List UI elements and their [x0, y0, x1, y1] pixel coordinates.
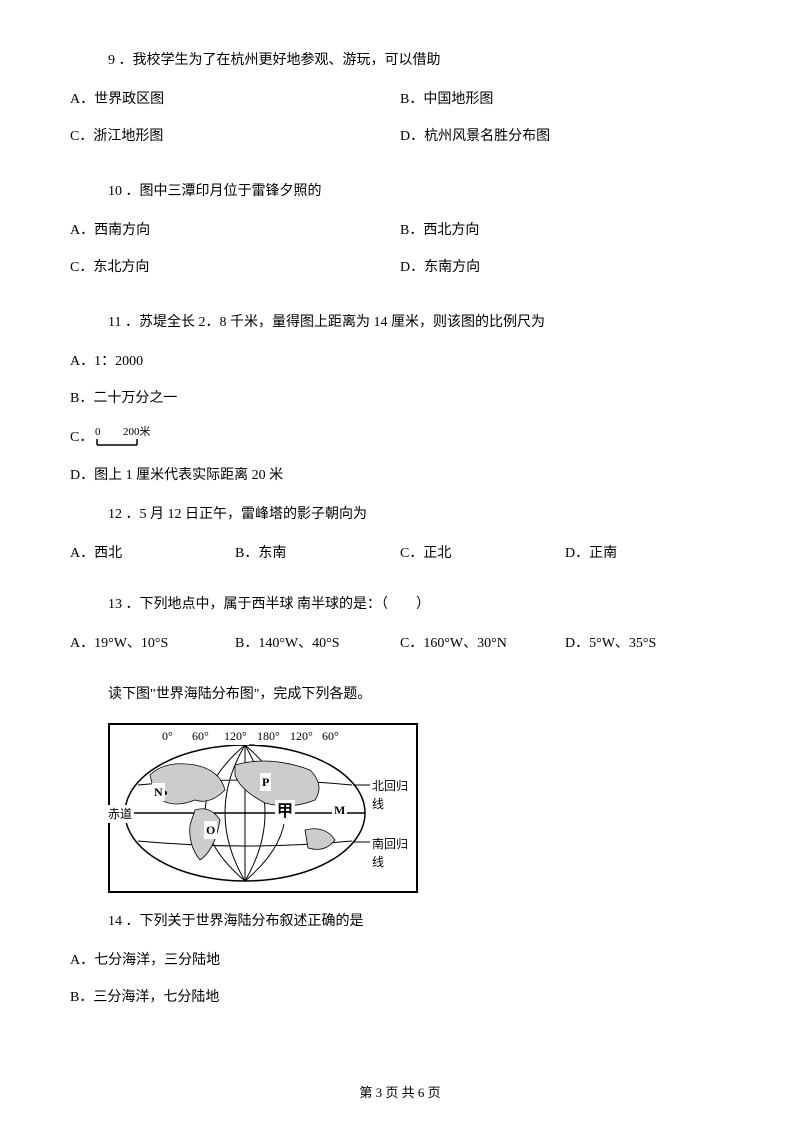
q13-opt-b: B．140°W、40°S [235, 633, 400, 654]
q11-opt-b: B．二十万分之一 [70, 388, 730, 409]
q14-opt-a: A．七分海洋，三分陆地 [70, 950, 730, 971]
q10-options: A．西南方向 B．西北方向 C．东北方向 D．东南方向 [70, 220, 730, 294]
question-9: 9 ．我校学生为了在杭州更好地参观、游玩，可以借助 [70, 50, 730, 71]
q9-opt-a: A．世界政区图 [70, 89, 400, 110]
q12-opt-b: B．东南 [235, 543, 400, 564]
question-11: 11 ．苏堤全长 2．8 千米，量得图上距离为 14 厘米，则该图的比例尺为 [70, 312, 730, 333]
question-10: 10 ．图中三潭印月位于雷锋夕照的 [70, 181, 730, 202]
q9-options: A．世界政区图 B．中国地形图 C．浙江地形图 D．杭州风景名胜分布图 [70, 89, 730, 163]
tick-4: 120° [288, 727, 315, 745]
tick-5: 60° [320, 727, 341, 745]
q14-text: 14 ．下列关于世界海陆分布叙述正确的是 [108, 914, 364, 929]
scale-0: 0 [95, 426, 101, 438]
q12-opt-d: D．正南 [565, 543, 730, 564]
q11-options: A．1：2000 B．二十万分之一 C． 0 200米 D．图上 1 厘米代表实… [70, 351, 730, 486]
q9-opt-b: B．中国地形图 [400, 89, 730, 110]
label-N: N [152, 783, 165, 801]
q11-opt-a: A．1：2000 [70, 351, 730, 372]
label-M: M [332, 801, 347, 819]
q14-options: A．七分海洋，三分陆地 B．三分海洋，七分陆地 [70, 950, 730, 1008]
q9-opt-c: C．浙江地形图 [70, 126, 400, 147]
q9-text: 9 ．我校学生为了在杭州更好地参观、游玩，可以借助 [108, 53, 441, 68]
q13-options: A．19°W、10°S B．140°W、40°S C．160°W、30°N D．… [70, 633, 730, 666]
page-footer: 第 3 页 共 6 页 [0, 1083, 800, 1103]
label-jia: 甲 [275, 800, 295, 824]
q13-opt-c: C．160°W、30°N [400, 633, 565, 654]
q14-opt-b: B．三分海洋，七分陆地 [70, 987, 730, 1008]
tick-0: 0° [160, 727, 175, 745]
south-tropic-label: 南回归线 [370, 835, 416, 871]
footer-text: 第 3 页 共 6 页 [359, 1085, 440, 1100]
q11-opt-c-prefix: C． [70, 427, 93, 448]
question-13: 13 ．下列地点中，属于西半球 南半球的是：（ ） [70, 594, 730, 615]
north-tropic-label: 北回归线 [370, 777, 416, 813]
q13-opt-d: D．5°W、35°S [565, 633, 730, 654]
tick-3: 180° [255, 727, 282, 745]
q12-text: 12 ．5 月 12 日正午，雷峰塔的影子朝向为 [108, 507, 367, 522]
tick-1: 60° [190, 727, 211, 745]
label-P: P [260, 773, 271, 791]
q12-opt-c: C．正北 [400, 543, 565, 564]
q11-opt-d: D．图上 1 厘米代表实际距离 20 米 [70, 465, 730, 486]
q12-opt-a: A．西北 [70, 543, 235, 564]
label-O: O [204, 821, 217, 839]
q9-opt-d: D．杭州风景名胜分布图 [400, 126, 730, 147]
q10-opt-b: B．西北方向 [400, 220, 730, 241]
equator-label: 赤道 [106, 805, 134, 823]
map-intro-text: 读下图"世界海陆分布图"，完成下列各题。 [108, 687, 371, 702]
map-intro: 读下图"世界海陆分布图"，完成下列各题。 [70, 684, 730, 705]
q13-text: 13 ．下列地点中，属于西半球 南半球的是：（ ） [108, 597, 430, 612]
q10-opt-d: D．东南方向 [400, 257, 730, 278]
q11-text: 11 ．苏堤全长 2．8 千米，量得图上距离为 14 厘米，则该图的比例尺为 [108, 315, 545, 330]
q12-options: A．西北 B．东南 C．正北 D．正南 [70, 543, 730, 576]
q13-opt-a: A．19°W、10°S [70, 633, 235, 654]
q11-opt-c: C． 0 200米 [70, 425, 730, 449]
world-map-figure: 0° 60° 120° 180° 120° 60° 北回归线 赤道 南回归线 N… [108, 723, 418, 893]
scale-200: 200米 [123, 425, 151, 438]
q10-opt-c: C．东北方向 [70, 257, 400, 278]
scale-bar-icon: 0 200米 [93, 425, 163, 449]
tick-2: 120° [222, 727, 249, 745]
question-14: 14 ．下列关于世界海陆分布叙述正确的是 [70, 911, 730, 932]
question-12: 12 ．5 月 12 日正午，雷峰塔的影子朝向为 [70, 504, 730, 525]
q10-text: 10 ．图中三潭印月位于雷锋夕照的 [108, 184, 322, 199]
q10-opt-a: A．西南方向 [70, 220, 400, 241]
